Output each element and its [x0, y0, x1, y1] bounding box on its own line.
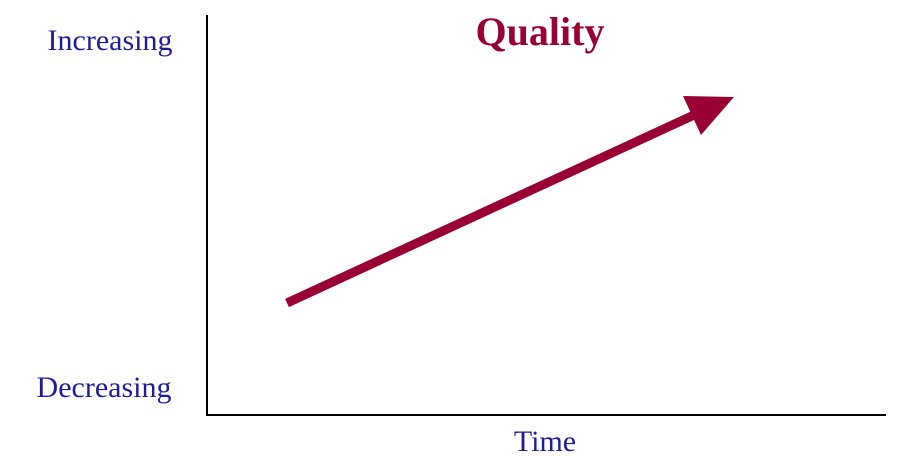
trend-arrow-head: [683, 96, 734, 135]
title: Quality: [476, 9, 605, 54]
y-top-label: Increasing: [48, 24, 173, 57]
y-bottom-label: Decreasing: [37, 371, 172, 404]
trend-arrow-shaft: [285, 110, 696, 308]
x-axis-label: Time: [514, 425, 576, 456]
